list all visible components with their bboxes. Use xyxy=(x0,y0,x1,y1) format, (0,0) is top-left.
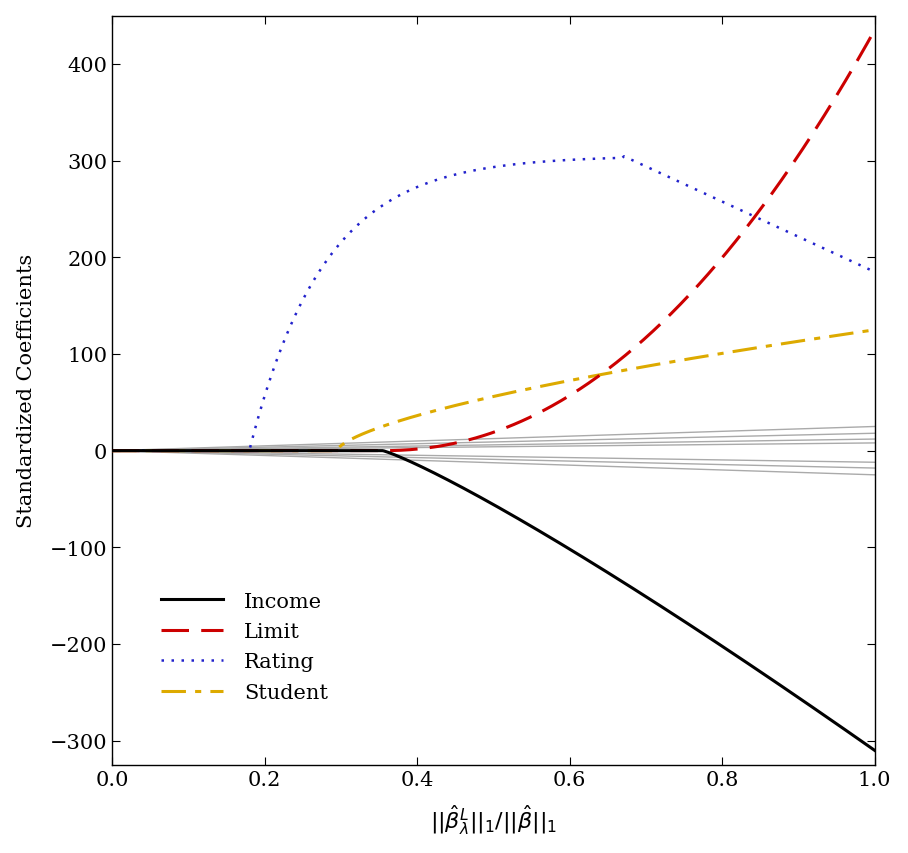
Income xyxy=(851,733,862,743)
X-axis label: $||\hat{\beta}_\lambda^L||_1/||\hat{\beta}||_1$: $||\hat{\beta}_\lambda^L||_1/||\hat{\bet… xyxy=(429,803,557,836)
Income xyxy=(732,651,743,661)
Limit xyxy=(473,432,484,443)
Y-axis label: Standardized Coefficients: Standardized Coefficients xyxy=(16,254,35,528)
Rating xyxy=(519,159,530,169)
Income xyxy=(519,518,530,528)
Line: Limit: Limit xyxy=(112,31,874,451)
Student xyxy=(106,446,117,456)
Limit xyxy=(469,433,479,444)
Rating xyxy=(618,152,629,162)
Rating xyxy=(869,267,880,277)
Limit xyxy=(560,393,571,403)
Limit xyxy=(869,26,880,36)
Limit xyxy=(851,58,862,68)
Limit xyxy=(519,415,530,426)
Student xyxy=(473,395,484,405)
Rating xyxy=(473,165,484,176)
Rating xyxy=(469,166,479,177)
Student xyxy=(732,346,743,357)
Line: Student: Student xyxy=(112,330,874,451)
Student xyxy=(851,328,862,339)
Student xyxy=(560,377,571,387)
Income xyxy=(473,491,484,502)
Income xyxy=(106,446,117,456)
Student xyxy=(519,385,530,395)
Line: Income: Income xyxy=(112,451,874,751)
Income xyxy=(469,490,479,500)
Rating xyxy=(560,156,571,166)
Limit xyxy=(732,235,743,246)
Rating xyxy=(853,259,864,270)
Rating xyxy=(106,446,117,456)
Legend: Income, Limit, Rating, Student: Income, Limit, Rating, Student xyxy=(161,592,328,702)
Student xyxy=(869,325,880,335)
Line: Rating: Rating xyxy=(112,157,874,451)
Student xyxy=(469,397,479,407)
Rating xyxy=(733,205,744,215)
Limit xyxy=(106,446,117,456)
Income xyxy=(869,746,880,756)
Income xyxy=(560,543,571,553)
